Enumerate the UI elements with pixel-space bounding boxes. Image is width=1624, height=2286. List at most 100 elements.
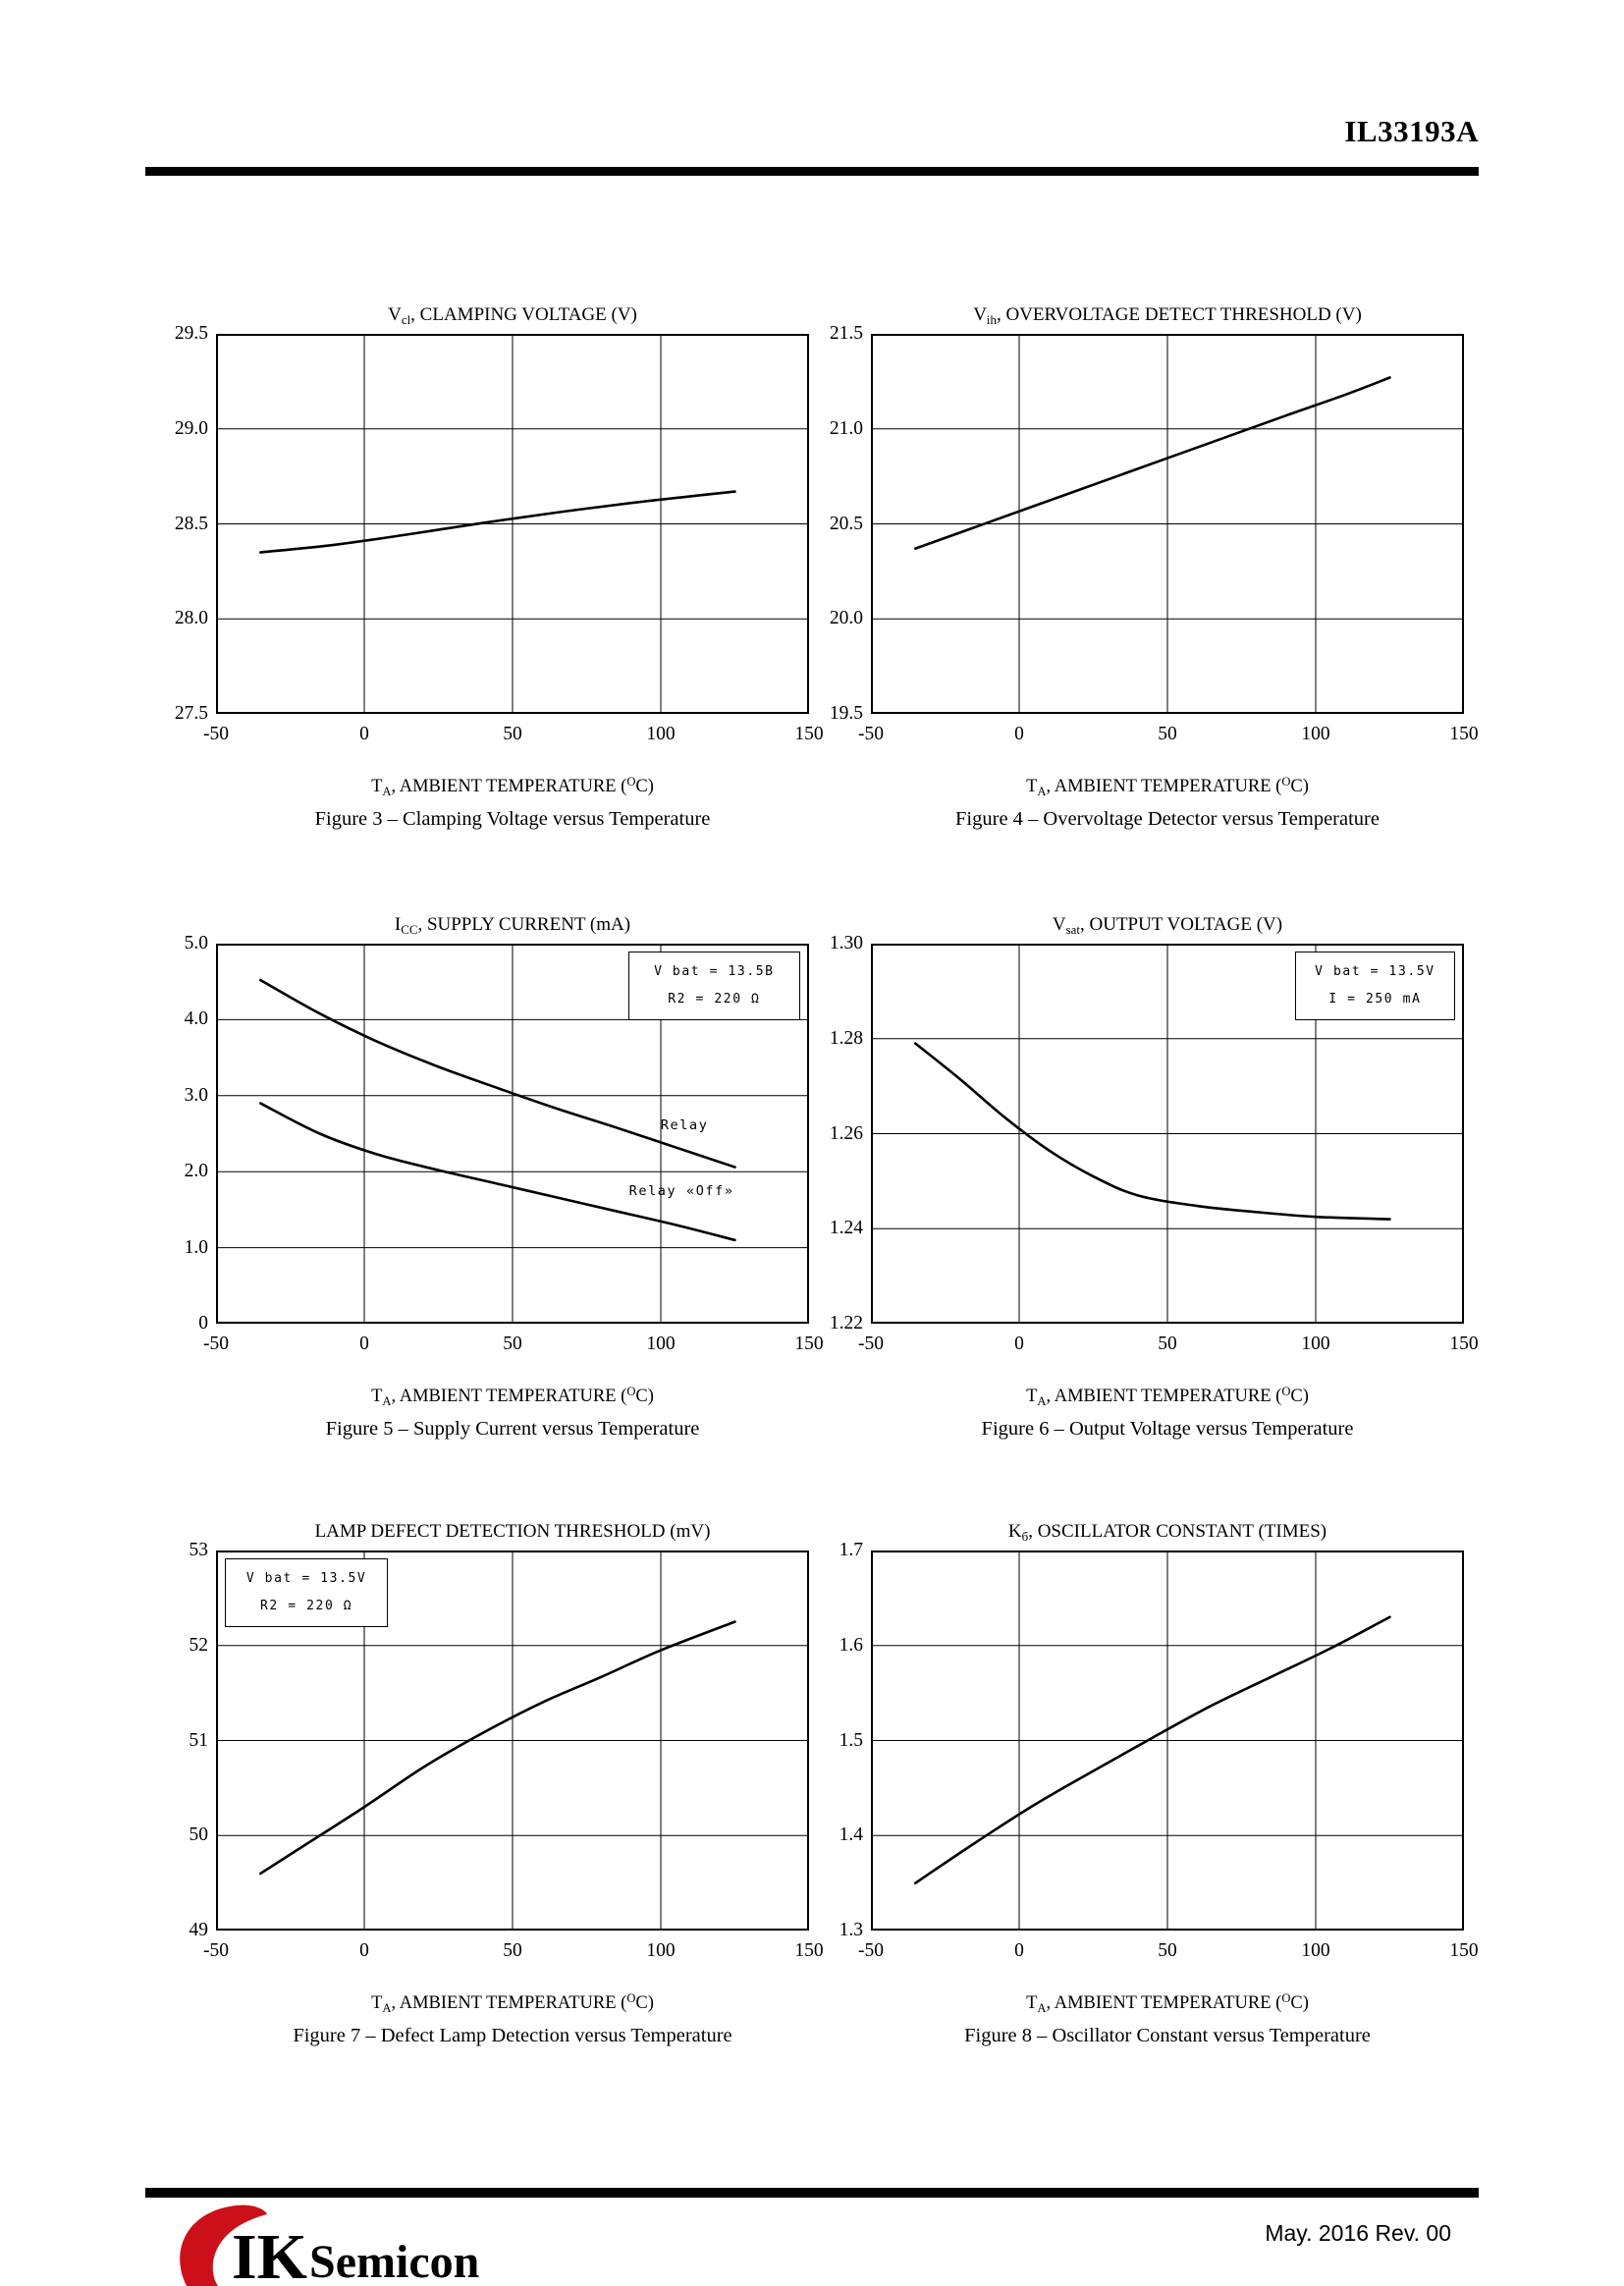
y-tick-label: 53 [189,1540,209,1560]
series-oscillator-constant [914,1615,1391,1884]
series-relay-off [259,1102,736,1242]
figure-6-output-voltage-chart: Vsat, OUTPUT VOLTAGE (V) 1.22 1.24 1.26 1.28… [753,908,1503,1450]
chart-title: LAMP DEFECT DETECTION THRESHOLD (mV) [314,1521,711,1542]
condition-line: V bat = 13.5V [1315,963,1435,979]
chart-title: Vcl, CLAMPING VOLTAGE (V) [388,304,637,328]
y-tick-label: 29.0 [174,417,208,439]
plot-area [871,334,1464,714]
figure-caption: Figure 6 – Output Voltage versus Tempera… [981,1418,1354,1440]
logo-text-semicon: Semicon [309,2236,480,2286]
chart-title: ICC, SUPPLY CURRENT (mA) [394,914,631,938]
y-tick-label: 5.0 [184,933,208,953]
figure-8-oscillator-constant-chart: Kб, OSCILLATOR CONSTANT (TIMES) 1.3 1.4 1.5… [753,1515,1503,2057]
x-tick-label: -50 [203,724,229,744]
y-tick-label: 29.5 [174,323,208,344]
y-tick-label: 1.22 [829,1313,863,1334]
y-tick-label: 27.5 [174,703,208,724]
x-tick-label: 100 [1301,724,1330,744]
curve-label: Relay [660,1116,709,1133]
x-tick-label: 50 [503,1940,522,1961]
revision-text: May. 2016 Rev. 00 [1265,2220,1451,2246]
x-tick-label: 0 [359,1334,369,1354]
x-axis-label: TA, AMBIENT TEMPERATURE (OC) [1026,1385,1309,1409]
figure-caption: Figure 3 – Clamping Voltage versus Tempe… [314,808,711,830]
x-tick-label: 150 [1449,724,1479,744]
x-axis-label: TA, AMBIENT TEMPERATURE (OC) [371,1385,654,1409]
x-tick-label: 0 [1014,724,1024,744]
figure-4-overvoltage-detect-chart: Vih, OVERVOLTAGE DETECT THRESHOLD (V) 19.… [753,299,1503,841]
plot-border [216,944,809,1324]
y-tick-label: 20.0 [829,608,863,629]
x-tick-label: 150 [794,724,824,744]
figure-3-clamping-voltage-chart: Vcl, CLAMPING VOLTAGE (V) 27.5 28.0 28.5 29.… [98,299,848,841]
y-tick-label: 3.0 [184,1084,208,1106]
y-tick-label: 52 [189,1634,209,1656]
y-tick-label: 1.28 [829,1027,863,1049]
x-tick-label: -50 [858,724,884,744]
plot-border [871,944,1464,1324]
y-tick-label: 1.5 [839,1729,863,1751]
logo-swoosh-icon [180,2204,267,2286]
x-tick-label: -50 [858,1334,884,1354]
part-number: IL33193A [1344,114,1479,148]
curve-label: Relay «Off» [628,1183,734,1200]
y-tick-label: 49 [189,1920,209,1940]
figure-caption: Figure 4 – Overvoltage Detector versus T… [955,808,1380,830]
x-axis-label: TA, AMBIENT TEMPERATURE (OC) [1026,1991,1309,2016]
y-tick-label: 0 [198,1313,208,1334]
y-tick-label: 1.30 [829,933,863,953]
chart-title: Kб, OSCILLATOR CONSTANT (TIMES) [1007,1521,1327,1545]
header-rule [145,167,1479,176]
figure-caption: Figure 7 – Defect Lamp Detection versus … [293,2025,732,2046]
y-tick-label: 19.5 [829,703,863,724]
plot-border [871,1551,1464,1931]
y-tick-label: 1.6 [839,1634,863,1656]
series-relay-on [259,978,736,1169]
y-tick-label: 20.5 [829,513,863,534]
x-tick-label: 0 [359,1940,369,1961]
plot-area [216,334,809,714]
x-tick-label: 0 [1014,1334,1024,1354]
condition-line: V bat = 13.5V [245,1570,367,1586]
x-tick-label: 50 [1158,724,1177,744]
x-axis-label: TA, AMBIENT TEMPERATURE (OC) [371,775,654,799]
x-tick-label: 50 [503,724,522,744]
x-tick-label: -50 [858,1940,884,1961]
y-tick-label: 1.4 [839,1824,863,1846]
x-tick-label: 50 [1158,1940,1177,1961]
condition-line: I = 250 mA [1328,991,1422,1007]
y-tick-label: 1.26 [829,1122,863,1144]
x-tick-label: 150 [1449,1334,1479,1354]
series-overvoltage-threshold [914,376,1391,550]
logo-text-ik: IK [232,2220,308,2286]
footer-rule [145,2188,1479,2198]
iksemicon-logo: IK Semicon [167,2202,479,2286]
figure-caption: Figure 5 – Supply Current versus Tempera… [325,1418,700,1440]
plot-border [871,334,1464,714]
x-tick-label: 150 [1449,1940,1479,1961]
y-tick-label: 1.0 [184,1236,208,1258]
x-tick-label: 100 [646,1940,676,1961]
chart-title: Vsat, OUTPUT VOLTAGE (V) [1052,914,1283,938]
test-conditions-box: V bat = 13.5В R2 = 220 Ω [627,951,800,1020]
x-tick-label: 0 [1014,1940,1024,1961]
test-conditions-box: V bat = 13.5V I = 250 mA [1294,951,1455,1020]
x-axis-label: TA, AMBIENT TEMPERATURE (OC) [371,1991,654,2016]
x-tick-label: 100 [1301,1334,1330,1354]
y-tick-label: 1.7 [839,1540,863,1560]
y-tick-label: 4.0 [184,1008,208,1030]
y-tick-label: 1.24 [829,1218,863,1239]
figure-7-lamp-defect-chart: LAMP DEFECT DETECTION THRESHOLD (mV) 49 50… [98,1515,848,2057]
test-conditions-box: V bat = 13.5V R2 = 220 Ω [225,1557,389,1627]
x-tick-label: 0 [359,724,369,744]
y-tick-label: 51 [189,1729,209,1751]
series-output-voltage [914,1042,1391,1221]
y-tick-label: 1.3 [839,1920,863,1940]
chart-title: Vih, OVERVOLTAGE DETECT THRESHOLD (V) [973,304,1362,328]
x-tick-label: 50 [503,1334,522,1354]
condition-line: R2 = 220 Ω [668,991,761,1007]
condition-line: V bat = 13.5В [654,963,775,979]
y-tick-label: 2.0 [184,1161,208,1182]
figure-5-supply-current-chart: ICC, SUPPLY CURRENT (mA) 0 1.0 2.0 3.0 4.0 5.0… [98,908,848,1450]
